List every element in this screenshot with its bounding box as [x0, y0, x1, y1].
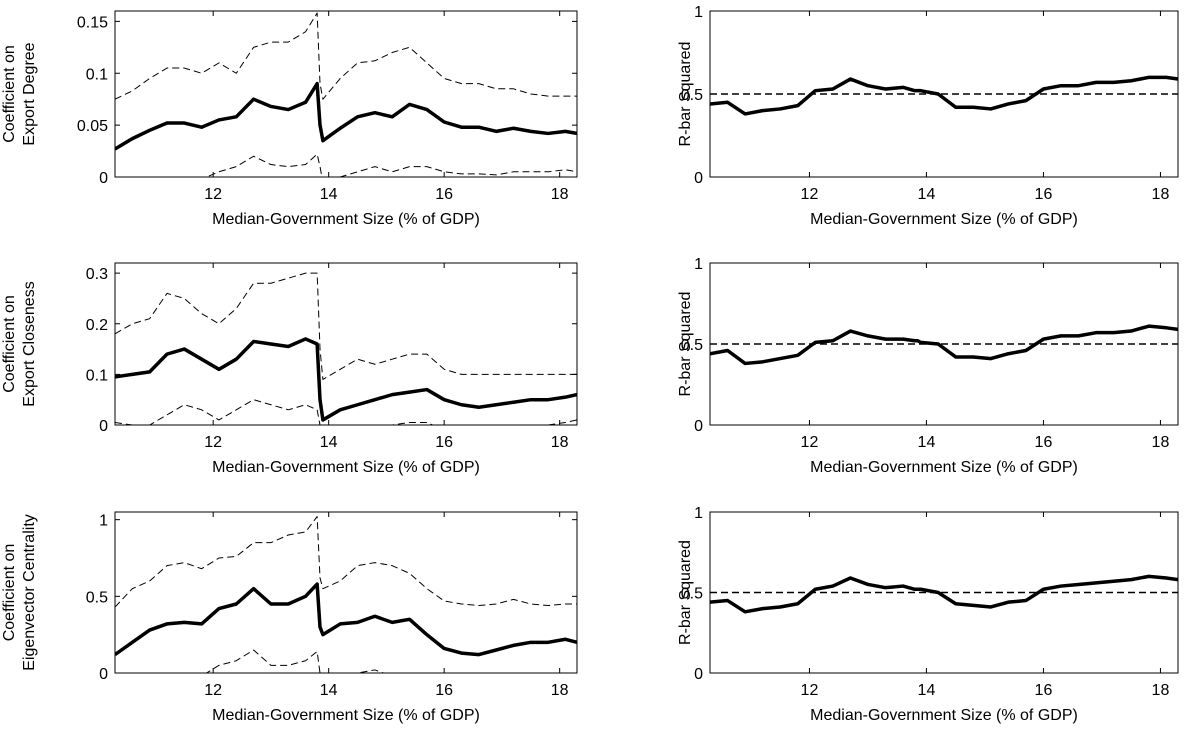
x-tick-label: 16	[1035, 186, 1053, 203]
y-tick-label: 0	[99, 170, 108, 187]
y-tick-label: 0.1	[86, 66, 108, 83]
y-tick-label: 1	[694, 505, 703, 522]
x-tick-label: 18	[551, 434, 569, 451]
x-axis-label: Median-Government Size (% of GDP)	[810, 707, 1078, 724]
subplot: 12 14 16 18 0 0.05 0.1 0.15 Median-Government Si…	[1, 10, 578, 228]
y-axis-label: R-bar Squared	[677, 42, 694, 147]
y-tick-label: 0.05	[77, 118, 108, 135]
y-tick-label: 0.5	[86, 589, 108, 606]
y-axis-label: Coefficient on	[1, 295, 18, 393]
data-line	[115, 516, 577, 608]
plot-area	[115, 12, 577, 177]
data-line	[710, 75, 1178, 116]
plot-area	[710, 75, 1178, 116]
y-tick-label: 1	[694, 256, 703, 273]
axes-box	[114, 511, 578, 674]
y-tick-label: 0.15	[77, 14, 108, 31]
y-tick-label: 0.3	[86, 266, 108, 283]
x-tick-label: 14	[320, 682, 338, 699]
y-axis-label: Coefficient on	[1, 45, 18, 143]
y-tick-label: 1	[99, 513, 108, 530]
y-axis-label: Export Closeness	[21, 281, 38, 406]
data-line	[165, 649, 412, 673]
y-tick-label: 1	[694, 4, 703, 21]
axes-box	[114, 10, 578, 178]
data-line	[115, 399, 577, 425]
x-tick-label: 16	[435, 682, 453, 699]
x-axis-label: Median-Government Size (% of GDP)	[212, 459, 480, 476]
subplot: 12 14 16 18 0 0.5 1 Median-Government Size (% o…	[677, 4, 1179, 228]
data-line	[115, 337, 577, 422]
y-tick-label: 0	[99, 666, 108, 683]
x-tick-label: 18	[551, 186, 569, 203]
subplot: 12 14 16 18 0 0.5 1 Median-Government Size (% o…	[677, 505, 1179, 724]
x-tick-label: 16	[1035, 434, 1053, 451]
x-tick-label: 18	[1152, 682, 1170, 699]
x-tick-label: 18	[1152, 186, 1170, 203]
y-tick-label: 0.5	[681, 586, 703, 603]
data-line	[710, 324, 1178, 366]
subplot: 12 14 16 18 0 0.5 1 Median-Government Size (% o…	[677, 256, 1179, 476]
y-axis-label: R-bar Squared	[677, 540, 694, 645]
x-tick-label: 14	[918, 434, 936, 451]
x-tick-label: 16	[435, 434, 453, 451]
data-line	[115, 272, 577, 380]
subplot: 12 14 16 18 0 0.5 1 Median-Government Size (% o…	[1, 511, 578, 724]
plot-area	[115, 272, 577, 425]
x-axis-label: Median-Government Size (% of GDP)	[212, 211, 480, 228]
x-tick-label: 12	[204, 434, 222, 451]
x-axis-label: Median-Government Size (% of GDP)	[810, 459, 1078, 476]
x-tick-label: 16	[1035, 682, 1053, 699]
plot-area	[710, 574, 1178, 614]
y-tick-label: 0	[99, 418, 108, 435]
x-tick-label: 14	[320, 434, 338, 451]
x-tick-label: 18	[1152, 434, 1170, 451]
data-line	[115, 81, 577, 151]
y-tick-label: 0.2	[86, 317, 108, 334]
plot-area	[115, 516, 577, 673]
y-axis-label: Eigenvector Centrality	[21, 514, 38, 671]
axes-box	[114, 262, 578, 426]
y-tick-label: 0.5	[681, 337, 703, 354]
y-tick-label: 0.1	[86, 367, 108, 384]
y-axis-label: R-bar Squared	[677, 292, 694, 397]
data-line	[115, 12, 577, 100]
data-line	[165, 153, 577, 177]
x-tick-label: 18	[551, 682, 569, 699]
y-axis-label: Coefficient on	[1, 544, 18, 642]
data-line	[710, 574, 1178, 614]
x-tick-label: 12	[801, 682, 819, 699]
y-tick-label: 0	[694, 418, 703, 435]
x-tick-label: 16	[435, 186, 453, 203]
x-tick-label: 12	[801, 434, 819, 451]
x-tick-label: 14	[918, 186, 936, 203]
x-tick-label: 12	[204, 186, 222, 203]
x-tick-label: 12	[801, 186, 819, 203]
y-axis-label: Export Degree	[21, 42, 38, 145]
y-tick-label: 0	[694, 666, 703, 683]
y-tick-label: 0	[694, 170, 703, 187]
plot-area	[710, 324, 1178, 366]
data-line	[115, 582, 577, 657]
x-axis-label: Median-Government Size (% of GDP)	[212, 707, 480, 724]
x-tick-label: 14	[320, 186, 338, 203]
x-axis-label: Median-Government Size (% of GDP)	[810, 211, 1078, 228]
subplot: 12 14 16 18 0 0.1 0.2 0.3 Median-Government Size…	[1, 262, 578, 476]
x-tick-label: 12	[204, 682, 222, 699]
x-tick-label: 14	[918, 682, 936, 699]
y-tick-label: 0.5	[681, 87, 703, 104]
